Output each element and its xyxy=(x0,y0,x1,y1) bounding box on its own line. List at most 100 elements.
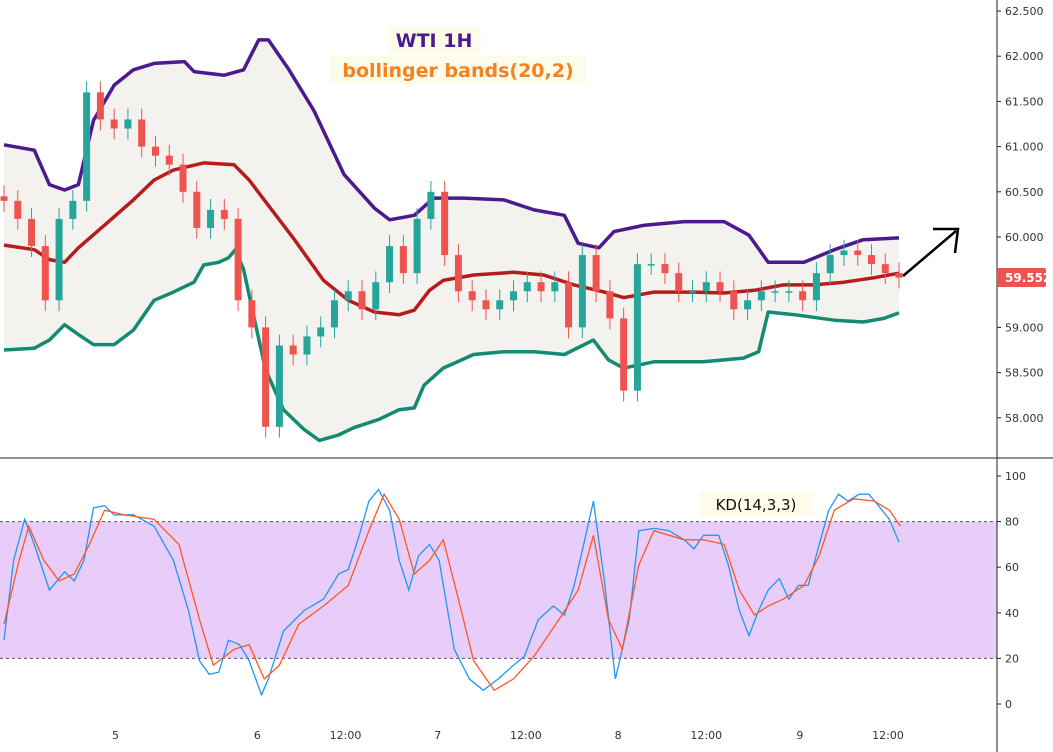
candle xyxy=(427,180,435,230)
price-tick-label: 60.500 xyxy=(1005,186,1044,199)
candle xyxy=(702,271,710,303)
candle xyxy=(661,253,669,285)
candle-body xyxy=(83,92,91,201)
candle-body xyxy=(413,218,421,274)
candle-body xyxy=(275,345,283,427)
candle-body xyxy=(702,282,710,292)
candle-body xyxy=(193,191,201,228)
candle-body xyxy=(633,264,641,391)
candle-body xyxy=(399,246,407,274)
candle-body xyxy=(303,336,311,355)
candle-body xyxy=(881,264,889,274)
candle xyxy=(344,280,352,312)
candle-body xyxy=(55,218,63,301)
candle-body xyxy=(234,218,242,301)
candle-body xyxy=(895,273,903,278)
candle xyxy=(592,244,600,303)
candle xyxy=(551,271,559,303)
candle-body xyxy=(771,291,779,293)
candle-body xyxy=(179,164,187,192)
indicator-subtitle: bollinger bands(20,2) xyxy=(342,60,573,82)
time-tick-label: 5 xyxy=(112,729,119,742)
candle-body xyxy=(358,291,366,310)
price-tick-label: 60.000 xyxy=(1005,231,1044,244)
candle-body xyxy=(661,264,669,274)
candle-body xyxy=(675,273,683,292)
candle xyxy=(744,289,752,321)
candle xyxy=(757,280,765,312)
candle xyxy=(151,135,159,167)
candle xyxy=(881,253,889,285)
candle-body xyxy=(248,300,256,328)
candle xyxy=(826,244,834,285)
kd-tick-label: 60 xyxy=(1005,561,1019,574)
candle-body xyxy=(427,191,435,219)
candle-body xyxy=(840,250,848,256)
price-tick-label: 59.000 xyxy=(1005,321,1044,334)
kd-tick-label: 100 xyxy=(1005,470,1026,483)
candle xyxy=(234,208,242,312)
candle-body xyxy=(689,291,696,293)
candle-body xyxy=(151,146,159,156)
time-tick-label: 6 xyxy=(254,729,261,742)
candle-body xyxy=(207,209,215,228)
candle xyxy=(496,289,504,321)
candle-body xyxy=(468,291,476,301)
candle xyxy=(441,180,449,266)
time-tick-label: 12:00 xyxy=(510,729,542,742)
candle xyxy=(220,199,228,230)
candle-body xyxy=(578,255,586,328)
kd-tick-label: 0 xyxy=(1005,698,1012,711)
candle-body xyxy=(454,255,462,292)
kd-label: KD(14,3,3) xyxy=(716,496,797,514)
candle xyxy=(138,108,146,158)
candle-body xyxy=(606,291,614,319)
time-tick-label: 12:00 xyxy=(872,729,904,742)
candle-body xyxy=(509,291,517,301)
candle xyxy=(110,108,118,140)
candle xyxy=(0,185,8,212)
time-tick-label: 12:00 xyxy=(690,729,722,742)
price-tick-label: 58.000 xyxy=(1005,412,1044,425)
candle-body xyxy=(14,200,22,219)
candle-body xyxy=(592,255,600,292)
candle-body xyxy=(330,300,338,328)
candle-body xyxy=(0,196,8,201)
candle xyxy=(633,253,641,402)
price-tick-label: 61.500 xyxy=(1005,95,1044,108)
candle-body xyxy=(344,291,352,301)
candle xyxy=(578,244,586,339)
kd-k-line xyxy=(3,488,900,697)
candle-body xyxy=(716,282,724,292)
candle xyxy=(413,208,421,285)
middle-band-line xyxy=(3,161,900,317)
candle-body xyxy=(826,255,834,274)
time-tick-label: 8 xyxy=(615,729,622,742)
kd-tick-label: 20 xyxy=(1005,652,1019,665)
candle xyxy=(468,280,476,312)
candle xyxy=(330,289,338,339)
candle-body xyxy=(647,264,655,266)
candle xyxy=(275,334,283,438)
candle xyxy=(41,235,49,312)
candle xyxy=(179,153,187,203)
candle-body xyxy=(138,119,146,147)
candle xyxy=(372,271,380,321)
candle xyxy=(14,189,22,230)
last-price-badge xyxy=(997,268,1046,287)
candle xyxy=(771,280,779,303)
candle xyxy=(69,189,77,230)
candle-body xyxy=(110,119,118,129)
up-arrow-annotation xyxy=(902,227,960,277)
candle xyxy=(509,280,517,312)
candle-body xyxy=(482,300,490,310)
candle xyxy=(854,239,862,266)
candle xyxy=(262,316,270,438)
candle xyxy=(620,307,628,402)
candle xyxy=(675,262,683,303)
candle-body xyxy=(744,300,752,310)
candle-body xyxy=(220,209,228,219)
candle xyxy=(689,280,696,303)
candle xyxy=(193,180,201,239)
